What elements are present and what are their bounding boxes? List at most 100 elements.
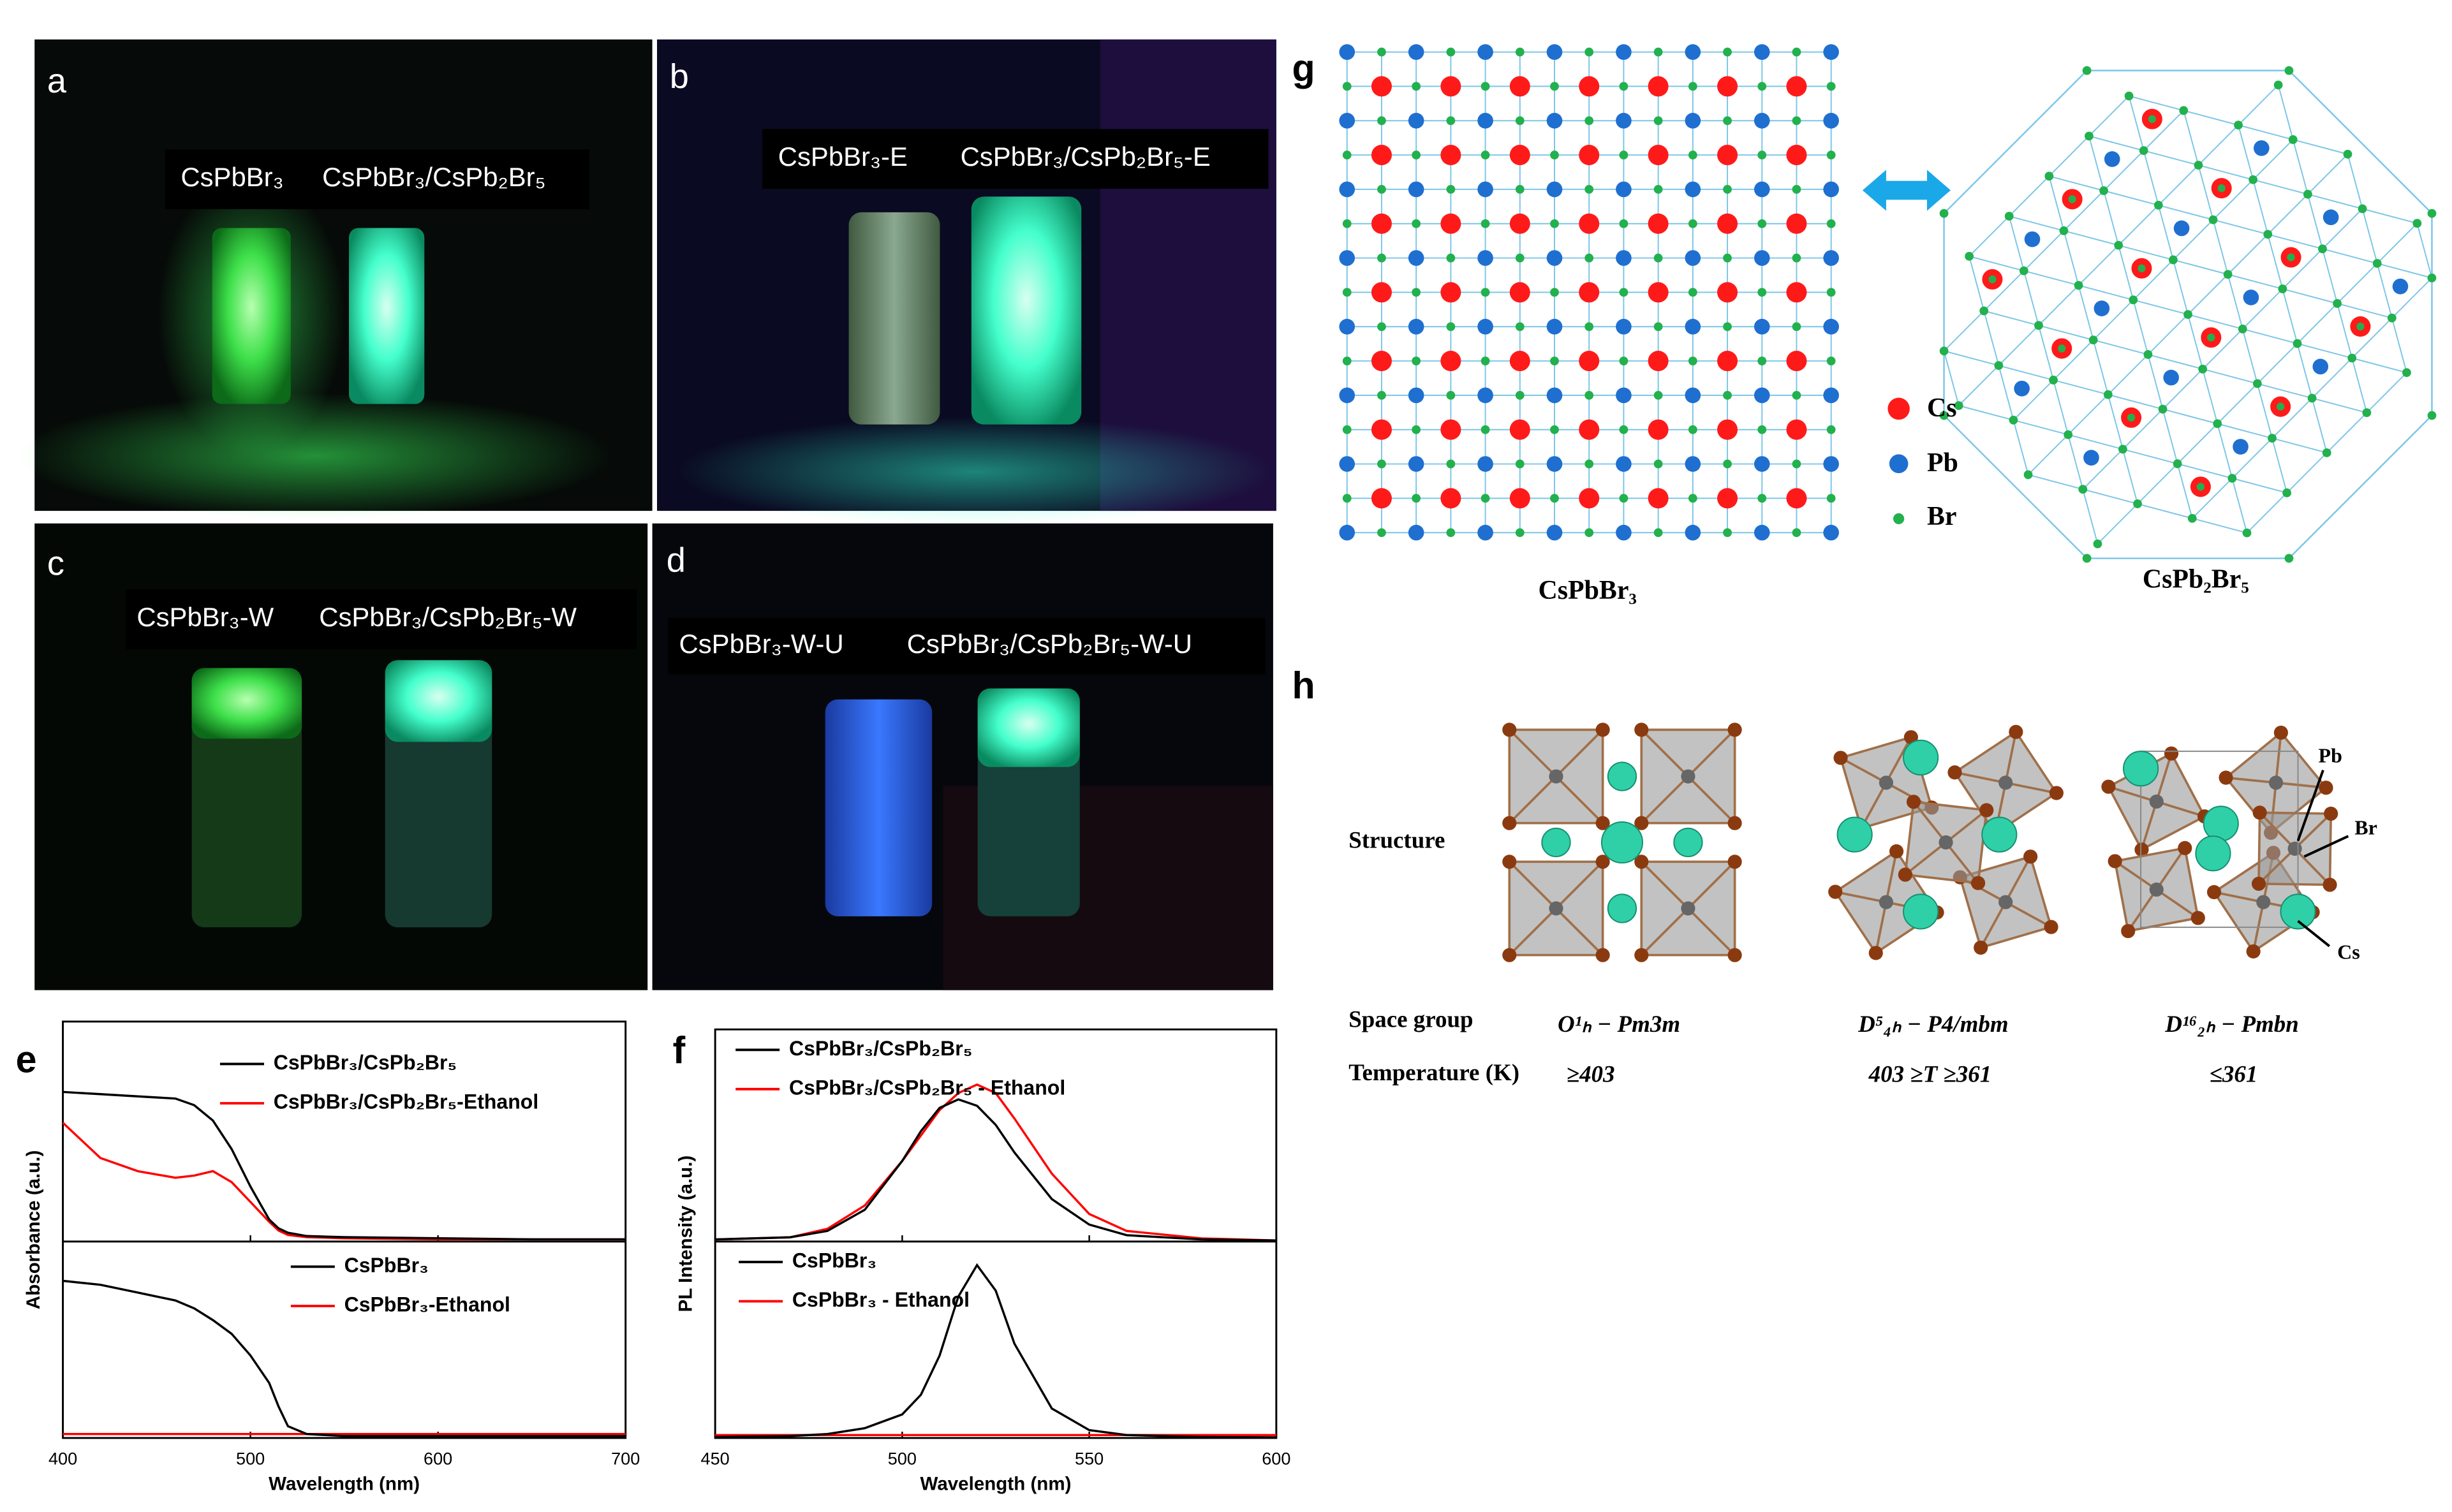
br-atom xyxy=(2324,806,2338,821)
br-atom xyxy=(1412,219,1421,228)
br-atom xyxy=(1757,288,1767,297)
lattice-line xyxy=(2177,463,2233,479)
cs-atom xyxy=(1371,76,1392,97)
br-atom xyxy=(2009,724,2023,739)
br-atom xyxy=(1723,185,1732,194)
br-atom xyxy=(1619,150,1629,159)
cs-atom xyxy=(2203,805,2239,842)
br-atom xyxy=(2252,379,2262,388)
br-atom xyxy=(1446,390,1456,400)
pb-atom xyxy=(1408,112,1424,129)
br-atom xyxy=(2023,849,2038,864)
pb-atom xyxy=(1685,250,1701,266)
cs-atom xyxy=(1440,213,1461,234)
lattice-line xyxy=(2268,233,2323,250)
sample-label: CsPbBr₃-E xyxy=(778,142,908,172)
br-atom xyxy=(2121,923,2136,939)
quasi-lattice xyxy=(1939,66,2437,563)
cs-atom xyxy=(1509,351,1530,372)
lattice-line xyxy=(2108,354,2149,395)
lattice-line xyxy=(2257,383,2312,399)
br-atom xyxy=(2208,215,2218,224)
legend-text: CsPbBr₃/CsPb₂Br₅ xyxy=(789,1037,972,1060)
pb-atom xyxy=(1546,250,1563,266)
br-atom xyxy=(2078,485,2088,494)
cs-atom xyxy=(1579,351,1600,372)
cs-atom xyxy=(1786,213,1807,234)
series-line xyxy=(63,1279,626,1437)
bond xyxy=(2114,860,2157,891)
br-atom xyxy=(2059,226,2069,235)
cs-atom xyxy=(1509,419,1530,440)
annotation-arrows xyxy=(2296,770,2349,948)
br-atom xyxy=(1723,253,1732,263)
bond xyxy=(2004,731,2018,783)
br-atom xyxy=(1481,288,1490,297)
br-atom xyxy=(1584,253,1594,263)
row-label: Space group xyxy=(1348,1006,1473,1032)
lattice-line xyxy=(2267,234,2284,290)
pb-atom xyxy=(1823,387,1839,404)
lattice-line xyxy=(2297,342,2352,359)
br-atom xyxy=(1515,253,1525,263)
lattice-line xyxy=(2009,175,2050,217)
pb-atom xyxy=(1685,181,1701,198)
lattice-line xyxy=(2307,193,2363,210)
pb-atom xyxy=(2014,380,2030,397)
lattice-line xyxy=(2173,259,2228,275)
lattice-line xyxy=(2198,165,2254,180)
lattice-line xyxy=(2063,230,2079,286)
lattice-line xyxy=(2023,270,2079,286)
br-atom xyxy=(1412,150,1421,159)
br-atom xyxy=(1826,425,1836,434)
bond xyxy=(1840,756,1887,784)
br-atom xyxy=(1653,116,1663,126)
lattice-line xyxy=(2092,339,2109,395)
cs-atom xyxy=(1786,282,1807,303)
cs-atom xyxy=(1648,213,1669,234)
pb-atom xyxy=(2104,151,2120,167)
pb-atom xyxy=(2094,300,2110,316)
lattice-line xyxy=(2162,409,2178,464)
br-atom xyxy=(2263,230,2273,239)
br-atom xyxy=(1550,425,1559,434)
br-atom xyxy=(1515,185,1525,194)
br-atom xyxy=(1688,219,1697,228)
br-atom xyxy=(2219,770,2233,785)
legend-text: CsPbBr₃-Ethanol xyxy=(344,1293,510,1316)
br-atom xyxy=(1481,494,1490,503)
br-atom xyxy=(1550,288,1559,297)
br-atom xyxy=(1634,855,1649,869)
br-atom xyxy=(1792,253,1801,263)
br-atom xyxy=(1342,219,1352,228)
br-atom xyxy=(1947,765,1962,780)
pb-atom xyxy=(1685,456,1701,472)
cs-atom xyxy=(1579,282,1600,303)
br-atom xyxy=(2103,390,2113,399)
br-atom xyxy=(1688,494,1697,503)
lattice-line xyxy=(2271,397,2313,439)
cs-atom xyxy=(1648,282,1669,303)
cs-atom xyxy=(1717,76,1738,97)
br-atom xyxy=(1634,816,1649,830)
br-atom xyxy=(1619,219,1629,228)
lattice-line xyxy=(2088,136,2105,191)
lattice-line xyxy=(1983,310,2039,327)
br-atom xyxy=(1939,346,1949,356)
bond xyxy=(1885,851,1898,903)
cs-atom xyxy=(1717,351,1738,372)
pb-atom xyxy=(1998,775,2013,790)
br-atom xyxy=(2133,499,2142,508)
lattice-line xyxy=(2227,274,2283,290)
br-atom xyxy=(1550,219,1559,228)
cs-atom xyxy=(1509,145,1530,166)
lattice-line xyxy=(2286,452,2328,494)
lattice-line xyxy=(2312,397,2367,414)
br-atom xyxy=(1826,219,1836,228)
br-atom xyxy=(1653,253,1663,263)
br-atom xyxy=(2358,204,2367,214)
series-line xyxy=(715,1098,1276,1242)
panel-letter: f xyxy=(673,1029,686,1071)
br-atom xyxy=(2198,364,2208,374)
br-atom xyxy=(2183,310,2192,319)
